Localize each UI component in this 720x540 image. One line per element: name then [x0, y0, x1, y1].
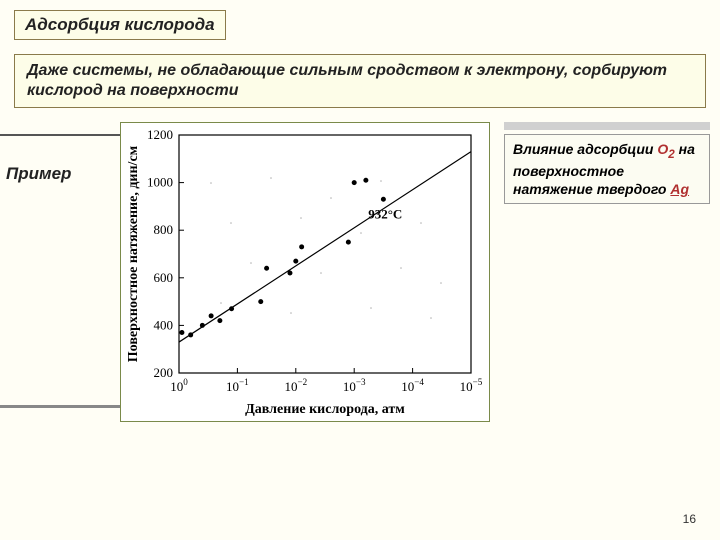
divider-bottom	[0, 405, 120, 408]
svg-text:200: 200	[154, 365, 174, 380]
chart-container: 2004006008001000120010010−110−210−310−41…	[120, 122, 490, 422]
svg-text:1200: 1200	[147, 127, 173, 142]
svg-text:Давление кислорода, атм: Давление кислорода, атм	[245, 402, 405, 417]
svg-text:400: 400	[154, 317, 174, 332]
page-title: Адсорбция кислорода	[25, 15, 215, 34]
example-label: Пример	[6, 164, 71, 184]
caption-text: Влияние адсорбции	[513, 141, 657, 157]
caption-shadow	[504, 122, 710, 130]
caption-o2: O2	[657, 141, 674, 157]
chart-caption: Влияние адсорбции O2 на поверхностное на…	[504, 134, 710, 204]
scatter-chart: 2004006008001000120010010−110−210−310−41…	[121, 123, 489, 421]
svg-text:1000: 1000	[147, 175, 173, 190]
main-text-box: Даже системы, не обладающие сильным срод…	[14, 54, 706, 108]
svg-text:932°C: 932°C	[368, 206, 402, 221]
svg-text:600: 600	[154, 270, 174, 285]
svg-text:Поверхностное натяжение, дин/с: Поверхностное натяжение, дин/см	[126, 145, 141, 362]
divider	[0, 134, 120, 136]
main-text: Даже системы, не обладающие сильным срод…	[27, 62, 667, 99]
svg-text:800: 800	[154, 222, 174, 237]
page-number: 16	[683, 512, 696, 526]
title-box: Адсорбция кислорода	[14, 10, 226, 40]
caption-ag: Ag	[670, 181, 689, 197]
